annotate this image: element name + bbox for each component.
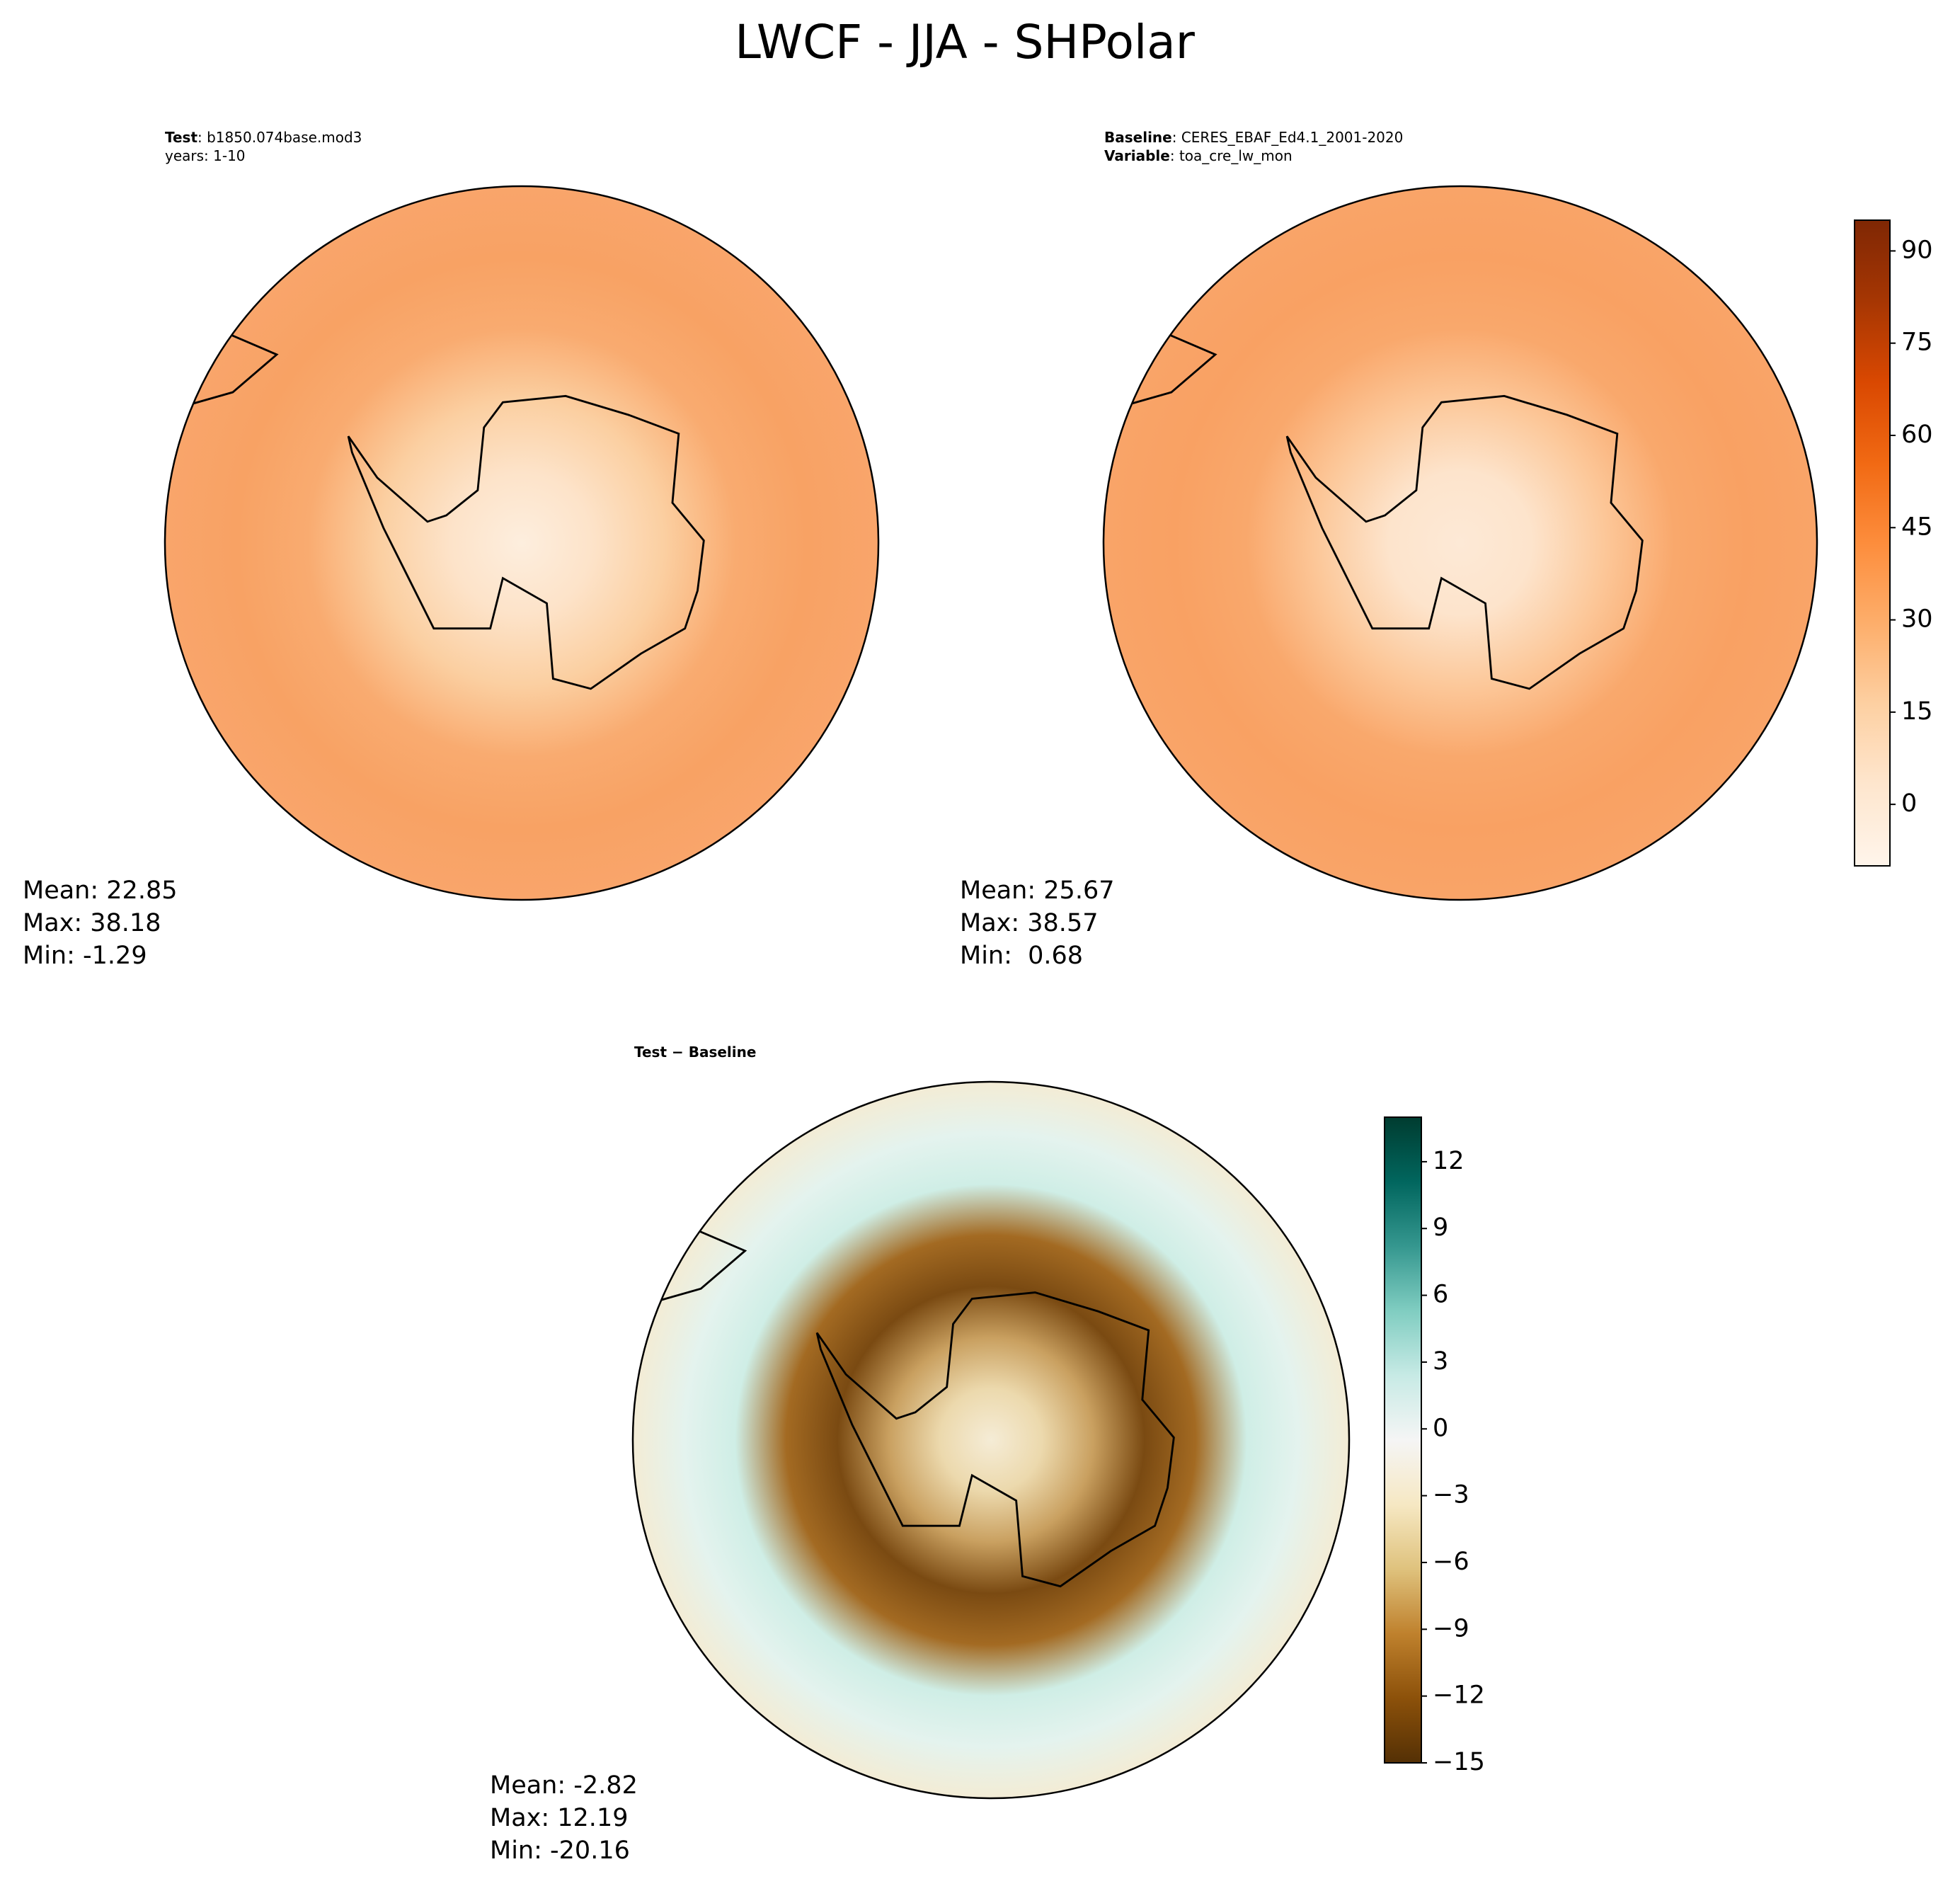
panel-stat: Min: 0.68 — [960, 942, 1083, 970]
colorbar-tick-label: 9 — [1433, 1213, 1448, 1242]
map-field — [1104, 186, 1817, 900]
map-border — [1102, 185, 1818, 901]
panel-subtitle: Baseline: CERES_EBAF_Ed4.1_2001-2020 — [1104, 129, 1403, 146]
colorbar-tick-label: −9 — [1433, 1614, 1469, 1643]
map-border — [631, 1080, 1351, 1800]
colorbar-tick-label: 0 — [1433, 1414, 1448, 1442]
subtitle-text: : b1850.074base.mod3 — [197, 129, 362, 146]
colorbar-tick-label: −15 — [1433, 1748, 1485, 1776]
subtitle-text: : CERES_EBAF_Ed4.1_2001-2020 — [1172, 129, 1404, 146]
colorbar-tick-label: 3 — [1433, 1347, 1448, 1376]
map-field — [165, 186, 878, 900]
colorbar-tick-label: 6 — [1433, 1281, 1448, 1309]
antarctica-coast — [347, 394, 705, 690]
subtitle-text: : toa_cre_lw_mon — [1170, 147, 1293, 164]
colorbar-tick-label: 30 — [1901, 605, 1933, 634]
panel-subtitle: years: 1-10 — [165, 147, 246, 164]
antarctica-coast — [815, 1291, 1175, 1588]
subtitle-label: Baseline — [1104, 129, 1172, 146]
panel-stat: Min: -20.16 — [490, 1836, 630, 1865]
colorbar-tick-label: 75 — [1901, 329, 1933, 357]
panel-stat: Mean: 22.85 — [23, 876, 177, 905]
panel-stat: Max: 12.19 — [490, 1804, 628, 1832]
panel-subtitle: Test − Baseline — [634, 1044, 756, 1061]
subtitle-label: Test − Baseline — [634, 1044, 756, 1061]
panel-stat: Mean: 25.67 — [960, 876, 1114, 905]
map-border — [164, 185, 880, 901]
figure-title: LWCF - JJA - SHPolar — [735, 15, 1196, 69]
colorbar — [1854, 219, 1891, 867]
panel-stat: Max: 38.57 — [960, 909, 1098, 937]
colorbar — [1384, 1116, 1422, 1764]
panel-stat: Max: 38.18 — [23, 909, 161, 937]
colorbar-tick-label: 15 — [1901, 697, 1933, 726]
colorbar-tick-label: −12 — [1433, 1681, 1485, 1710]
antarctica-coast — [1285, 394, 1644, 690]
subtitle-label: Test — [165, 129, 197, 146]
colorbar-tick-label: 90 — [1901, 236, 1933, 264]
colorbar-tick-label: −3 — [1433, 1481, 1469, 1509]
colorbar-tick-label: 60 — [1901, 421, 1933, 449]
colorbar-tick-label: 0 — [1901, 789, 1917, 818]
map-field — [633, 1082, 1349, 1798]
subtitle-label: Variable — [1104, 147, 1170, 164]
panel-stat: Min: -1.29 — [23, 942, 147, 970]
colorbar-tick-label: −6 — [1433, 1548, 1469, 1576]
panel-subtitle: Variable: toa_cre_lw_mon — [1104, 147, 1293, 164]
panel-stat: Mean: -2.82 — [490, 1771, 638, 1800]
colorbar-tick-label: 45 — [1901, 513, 1933, 541]
subtitle-text: years: 1-10 — [165, 147, 246, 164]
colorbar-tick-label: 12 — [1433, 1147, 1465, 1175]
panel-subtitle: Test: b1850.074base.mod3 — [165, 129, 362, 146]
